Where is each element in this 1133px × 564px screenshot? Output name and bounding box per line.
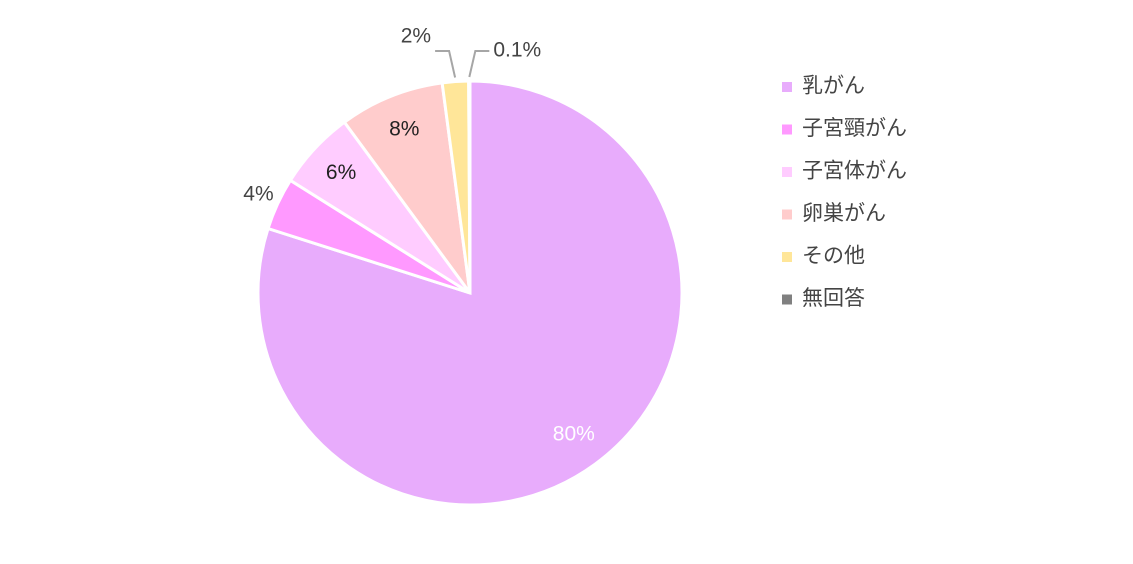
legend-label: 子宮体がん — [802, 160, 907, 183]
legend-swatch — [782, 252, 792, 262]
legend-label: 卵巣がん — [802, 202, 886, 225]
pie-slice — [342, 81, 472, 294]
legend-swatch — [782, 124, 792, 135]
pie-slice — [467, 79, 472, 294]
legend-label: その他 — [802, 245, 865, 268]
legend-label: 子宮頸がん — [802, 117, 907, 140]
legend-label: 乳がん — [802, 75, 865, 98]
leader-line — [435, 50, 457, 78]
data-label: 4% — [243, 182, 273, 205]
data-label: 8% — [389, 117, 419, 140]
leader-line — [468, 50, 490, 78]
data-label: 80% — [553, 423, 595, 446]
legend-swatch — [782, 167, 792, 177]
data-label: 2% — [401, 25, 431, 48]
legend-label: 無回答 — [802, 287, 865, 310]
legend-swatch — [782, 294, 792, 305]
legend-swatch — [782, 82, 792, 92]
legend-swatch — [782, 209, 792, 220]
data-label: 6% — [326, 161, 356, 184]
data-label: 0.1% — [493, 39, 541, 62]
